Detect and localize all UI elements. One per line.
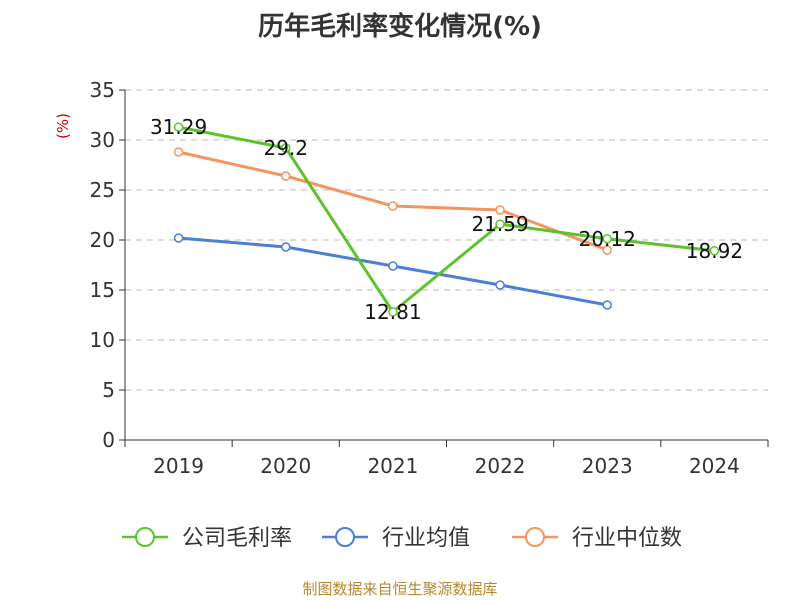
series-line <box>178 150 608 252</box>
legend-label: 行业中位数 <box>572 526 682 551</box>
data-label: 12.81 <box>364 300 421 324</box>
y-tick-label: 15 <box>90 278 115 302</box>
legend-marker <box>135 527 155 547</box>
data-label: 18.92 <box>686 239 743 263</box>
legend-label: 公司毛利率 <box>182 526 292 551</box>
legend-label: 行业均值 <box>382 526 470 551</box>
x-axis: 2019 2020 2021 2022 2023 2024 <box>124 439 769 478</box>
chart-title: 历年毛利率变化情况(%) <box>258 12 542 42</box>
y-tick-label: 0 <box>102 428 115 452</box>
y-tick-label: 35 <box>90 78 115 102</box>
data-label: 29.2 <box>263 136 308 160</box>
data-label: 31.29 <box>150 115 207 139</box>
data-point <box>495 219 505 229</box>
x-tick-label: 2023 <box>582 454 633 478</box>
legend-marker <box>335 527 355 547</box>
x-tick-label: 2020 <box>260 454 311 478</box>
data-point <box>602 245 612 255</box>
x-tick-label: 2022 <box>475 454 526 478</box>
data-point <box>388 261 398 271</box>
legend-marker <box>525 527 545 547</box>
data-point <box>173 233 184 243</box>
data-label: 21.59 <box>471 212 528 236</box>
data-point <box>602 234 612 244</box>
data-point <box>281 171 291 181</box>
data-label: 20.12 <box>579 227 636 251</box>
x-tick-label: 2021 <box>367 454 418 478</box>
data-labels: 31.29 29.2 12.81 21.59 20.12 18.92 <box>150 115 743 324</box>
legend: 公司毛利率 行业均值 行业中位数 <box>122 526 682 551</box>
data-point <box>173 122 184 132</box>
y-axis: 0 5 10 15 20 25 30 35 <box>90 78 126 452</box>
series-line <box>178 236 608 307</box>
series-lines <box>173 122 720 317</box>
y-tick-label: 20 <box>90 228 115 252</box>
data-point <box>388 307 398 317</box>
y-tick-label: 10 <box>90 328 115 352</box>
data-point <box>495 205 505 215</box>
data-point <box>388 201 398 211</box>
data-point <box>602 300 612 310</box>
data-source-note: 制图数据来自恒生聚源数据库 <box>302 580 498 598</box>
y-tick-label: 5 <box>102 378 115 402</box>
data-point <box>709 246 720 256</box>
x-tick-label: 2024 <box>689 454 740 478</box>
data-point <box>281 143 291 153</box>
y-tick-label: 25 <box>90 178 115 202</box>
data-point <box>281 242 291 252</box>
data-point <box>173 147 184 157</box>
grid-lines <box>125 89 768 391</box>
data-point <box>495 280 505 290</box>
x-tick-label: 2019 <box>153 454 204 478</box>
y-tick-label: 30 <box>90 128 115 152</box>
series-line <box>178 125 715 314</box>
y-axis-unit: (%) <box>54 113 72 139</box>
